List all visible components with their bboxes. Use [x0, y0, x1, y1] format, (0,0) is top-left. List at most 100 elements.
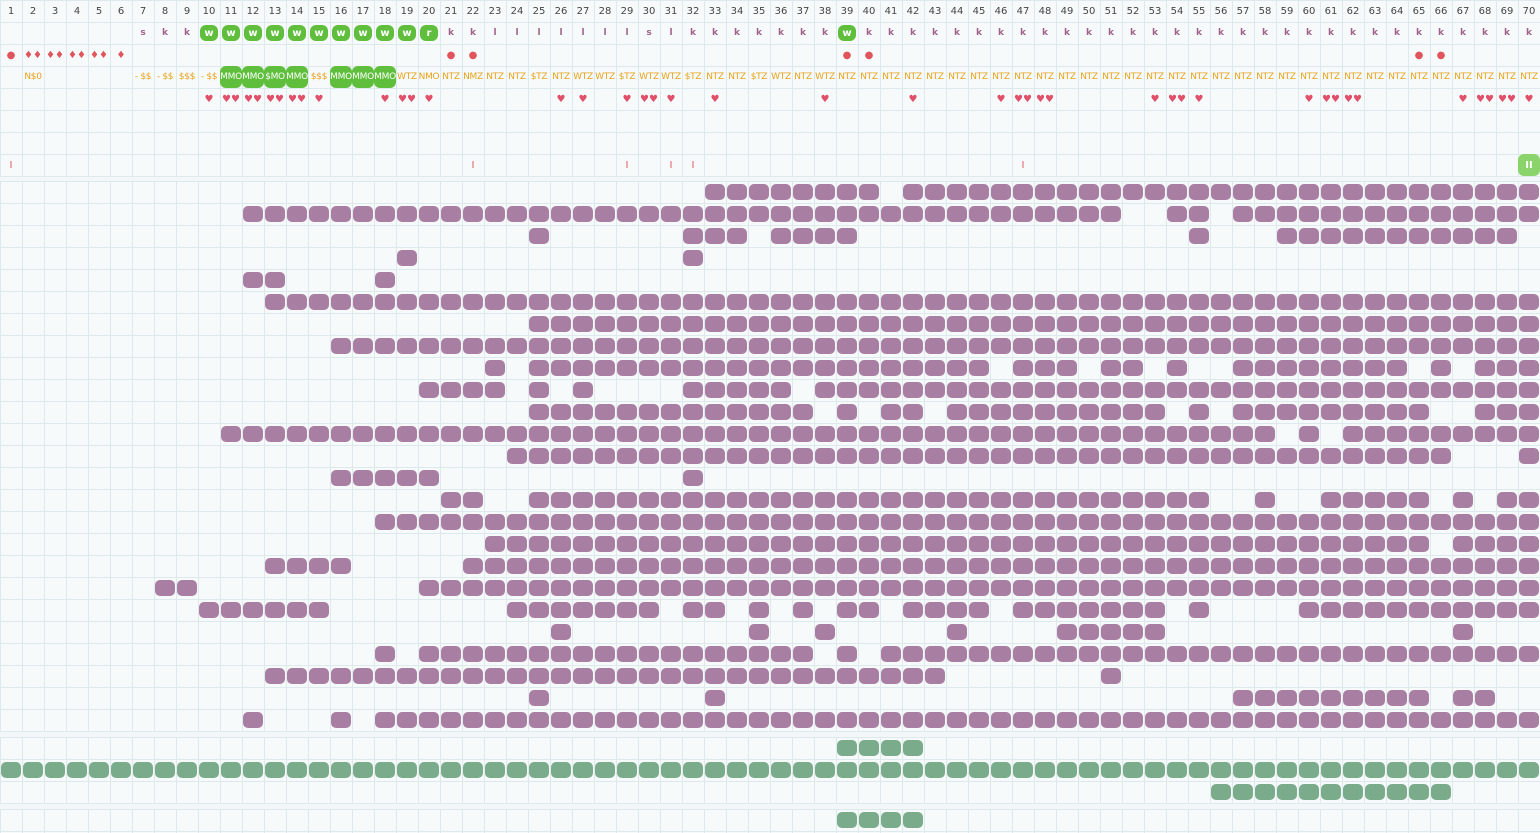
assignment-block[interactable]: [1167, 294, 1187, 310]
assignment-block[interactable]: [1035, 646, 1055, 662]
assignment-block[interactable]: [837, 382, 857, 398]
assignment-block[interactable]: [1431, 228, 1451, 244]
assignment-block[interactable]: [1277, 404, 1297, 420]
assignment-block[interactable]: [617, 514, 637, 530]
assignment-block[interactable]: [1189, 514, 1209, 530]
assignment-block[interactable]: [1079, 536, 1099, 552]
assignment-block[interactable]: [529, 228, 549, 244]
assignment-block[interactable]: [749, 580, 769, 596]
assignment-block[interactable]: [881, 360, 901, 376]
assignment-block[interactable]: [815, 492, 835, 508]
assignment-block[interactable]: [1277, 558, 1297, 574]
assignment-block[interactable]: [1343, 382, 1363, 398]
assignment-block[interactable]: [1255, 712, 1275, 728]
assignment-block[interactable]: [683, 602, 703, 618]
assignment-block[interactable]: [1343, 426, 1363, 442]
summary-block[interactable]: [837, 762, 857, 778]
assignment-block[interactable]: [419, 470, 439, 486]
assignment-block[interactable]: [903, 338, 923, 354]
assignment-block[interactable]: [309, 426, 329, 442]
assignment-block[interactable]: [617, 316, 637, 332]
assignment-block[interactable]: [661, 492, 681, 508]
assignment-block[interactable]: [1299, 360, 1319, 376]
assignment-block[interactable]: [331, 712, 351, 728]
assignment-block[interactable]: [639, 646, 659, 662]
assignment-block[interactable]: [551, 558, 571, 574]
assignment-block[interactable]: [595, 712, 615, 728]
assignment-block[interactable]: [705, 338, 725, 354]
assignment-block[interactable]: [815, 580, 835, 596]
assignment-block[interactable]: [1233, 448, 1253, 464]
assignment-block[interactable]: [925, 536, 945, 552]
assignment-block[interactable]: [1365, 404, 1385, 420]
assignment-block[interactable]: [1497, 228, 1517, 244]
assignment-block[interactable]: [1233, 360, 1253, 376]
assignment-block[interactable]: [1277, 514, 1297, 530]
assignment-block[interactable]: [947, 448, 967, 464]
assignment-block[interactable]: [551, 602, 571, 618]
assignment-block[interactable]: [1299, 712, 1319, 728]
assignment-block[interactable]: [1453, 580, 1473, 596]
assignment-block[interactable]: [903, 712, 923, 728]
assignment-block[interactable]: [727, 514, 747, 530]
assignment-block[interactable]: [1431, 448, 1451, 464]
assignment-block[interactable]: [1343, 184, 1363, 200]
assignment-block[interactable]: [1409, 294, 1429, 310]
assignment-block[interactable]: [617, 602, 637, 618]
assignment-block[interactable]: [991, 316, 1011, 332]
assignment-block[interactable]: [771, 448, 791, 464]
assignment-block[interactable]: [837, 602, 857, 618]
assignment-block[interactable]: [1343, 492, 1363, 508]
assignment-block[interactable]: [793, 580, 813, 596]
assignment-block[interactable]: [1057, 426, 1077, 442]
assignment-block[interactable]: [1123, 558, 1143, 574]
assignment-block[interactable]: [617, 206, 637, 222]
assignment-block[interactable]: [925, 558, 945, 574]
assignment-block[interactable]: [441, 514, 461, 530]
assignment-block[interactable]: [1321, 206, 1341, 222]
assignment-block[interactable]: [947, 316, 967, 332]
assignment-block[interactable]: [507, 514, 527, 530]
assignment-block[interactable]: [1013, 514, 1033, 530]
assignment-block[interactable]: [1057, 514, 1077, 530]
assignment-block[interactable]: [903, 558, 923, 574]
assignment-block[interactable]: [353, 668, 373, 684]
assignment-block[interactable]: [683, 338, 703, 354]
assignment-block[interactable]: [1299, 558, 1319, 574]
assignment-block[interactable]: [573, 382, 593, 398]
assignment-block[interactable]: [1475, 294, 1495, 310]
assignment-block[interactable]: [375, 712, 395, 728]
assignment-block[interactable]: [265, 272, 285, 288]
assignment-block[interactable]: [1101, 338, 1121, 354]
assignment-block[interactable]: [1321, 360, 1341, 376]
assignment-block[interactable]: [859, 536, 879, 552]
assignment-block[interactable]: [705, 536, 725, 552]
assignment-block[interactable]: [551, 668, 571, 684]
assignment-block[interactable]: [1431, 316, 1451, 332]
assignment-block[interactable]: [1299, 690, 1319, 706]
assignment-block[interactable]: [815, 514, 835, 530]
assignment-block[interactable]: [815, 228, 835, 244]
assignment-block[interactable]: [1453, 624, 1473, 640]
assignment-block[interactable]: [661, 426, 681, 442]
assignment-block[interactable]: [925, 580, 945, 596]
assignment-block[interactable]: [749, 514, 769, 530]
assignment-block[interactable]: [1035, 184, 1055, 200]
assignment-block[interactable]: [749, 360, 769, 376]
assignment-block[interactable]: [1189, 382, 1209, 398]
assignment-block[interactable]: [991, 558, 1011, 574]
assignment-block[interactable]: [1519, 712, 1539, 728]
assignment-block[interactable]: [1387, 712, 1407, 728]
assignment-block[interactable]: [1255, 536, 1275, 552]
assignment-block[interactable]: [1145, 646, 1165, 662]
assignment-block[interactable]: [485, 294, 505, 310]
assignment-block[interactable]: [463, 558, 483, 574]
assignment-block[interactable]: [1321, 184, 1341, 200]
assignment-block[interactable]: [1497, 316, 1517, 332]
assignment-block[interactable]: [1387, 206, 1407, 222]
assignment-block[interactable]: [507, 668, 527, 684]
assignment-block[interactable]: [1013, 338, 1033, 354]
assignment-block[interactable]: [1277, 360, 1297, 376]
assignment-block[interactable]: [1233, 404, 1253, 420]
assignment-block[interactable]: [1167, 492, 1187, 508]
